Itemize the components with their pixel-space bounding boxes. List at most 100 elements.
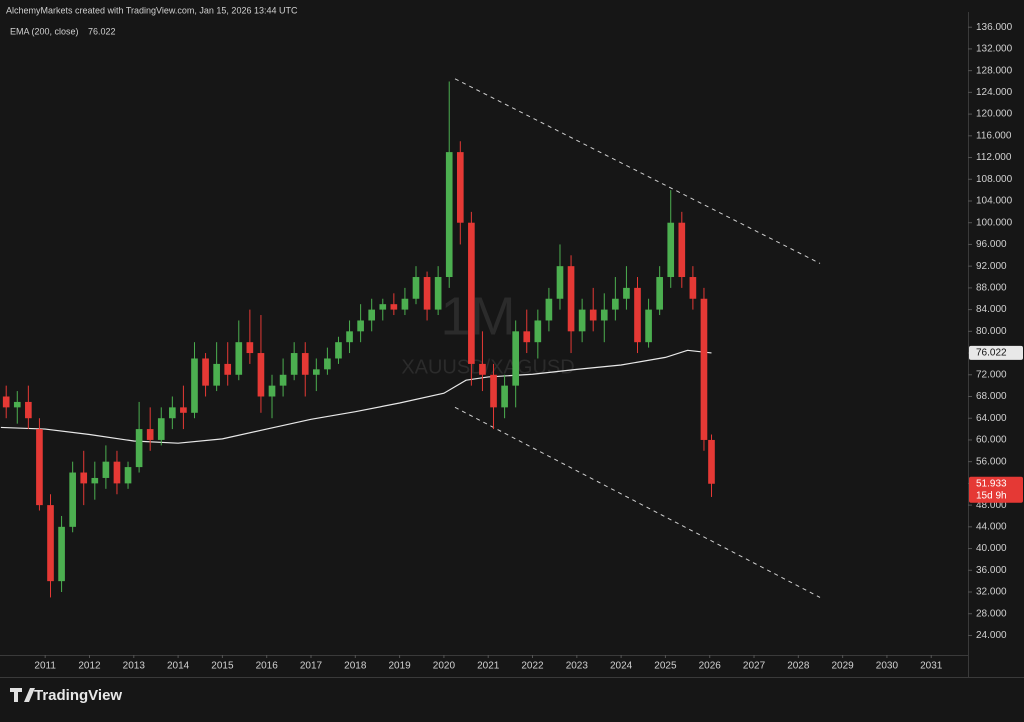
y-tick-label: 36.000 [976,565,1007,576]
candle-body [124,467,132,484]
candle-body [689,277,697,299]
candle [58,515,65,593]
candle-body [623,287,630,299]
candle [700,287,708,451]
y-tick-label: 24.000 [976,630,1007,641]
candle-body [290,353,298,375]
candle-body [335,342,342,359]
candle-body [80,472,88,484]
candle-body [91,477,99,484]
candle-body [213,363,220,386]
candle [645,298,652,348]
logo-icon [10,688,35,702]
candle [169,396,176,430]
candle [2,385,10,419]
candle [191,342,198,419]
x-tick-label: 2011 [34,661,56,672]
candle [708,434,715,497]
candle-body [390,304,398,310]
candle-body [235,342,243,375]
candle [180,385,187,430]
candle-body [401,298,409,310]
candle [335,336,342,364]
x-tick-label: 2017 [300,661,323,672]
candle [368,298,376,332]
candle [667,190,675,288]
y-tick-label: 32.000 [976,587,1007,598]
symbol-watermark: XAUUSD/XAGUSD [401,356,574,378]
y-tick-label: 96.000 [976,239,1007,250]
candle [423,271,431,321]
candle [479,331,486,392]
candle [246,309,254,364]
candle [279,358,287,397]
ema-price-box [969,345,1023,360]
candle-body [523,331,531,343]
candle [589,287,597,332]
ema-price-label: 76.022 [976,348,1007,359]
candle-body [146,429,154,440]
candle-body [634,287,641,343]
candle [445,81,453,288]
candle [501,374,508,419]
candle-body [224,363,232,375]
y-tick-label: 64.000 [976,413,1007,424]
y-tick-label: 124.000 [976,87,1013,98]
candle-body [412,277,420,299]
x-tick-label: 2028 [787,661,810,672]
candle-body [135,429,143,468]
candle [290,342,298,381]
countdown-label: 15d 9h [976,490,1007,501]
candle [523,309,531,354]
x-tick-label: 2024 [610,661,633,672]
candle-body [36,429,43,506]
candle [25,385,32,430]
brand-logo: TradingView [10,687,122,704]
candle [689,266,697,310]
y-tick-label: 44.000 [976,521,1007,532]
x-tick-label: 2021 [477,661,500,672]
ema-line [0,349,712,444]
y-tick-label: 80.000 [976,326,1007,337]
candle-body [479,363,486,375]
candle [534,309,542,359]
candle-body [246,342,254,354]
x-tick-label: 2015 [211,661,234,672]
candle [146,407,154,451]
candle [213,342,220,392]
candle-body [656,277,663,310]
indicator-value: 76.022 [88,26,116,36]
candle [468,211,475,386]
y-tick-label: 92.000 [976,261,1007,272]
y-tick-label: 56.000 [976,456,1007,467]
y-tick-label: 68.000 [976,391,1007,402]
x-tick-label: 2019 [388,661,411,672]
candle [600,293,608,343]
candle [69,461,76,533]
candle [512,320,519,408]
candle-body [202,358,209,386]
x-tick-label: 2022 [521,661,544,672]
candle-body [645,309,652,343]
candle-body [191,358,198,413]
candle [490,363,497,430]
x-tick-label: 2016 [256,661,279,672]
candle [135,401,143,473]
y-tick-label: 112.000 [976,152,1012,163]
x-tick-label: 2013 [123,661,146,672]
candle [80,450,88,506]
candle-body [102,461,110,478]
candle [13,391,21,424]
interval-watermark: 1M [440,286,515,346]
candle-body [257,353,265,397]
candle-body [545,298,553,321]
candle [346,320,353,354]
candle [301,342,309,397]
candle [257,315,265,413]
candle-body [468,222,475,364]
y-tick-label: 100.000 [976,217,1013,228]
candle [456,141,464,245]
x-tick-label: 2025 [654,661,677,672]
